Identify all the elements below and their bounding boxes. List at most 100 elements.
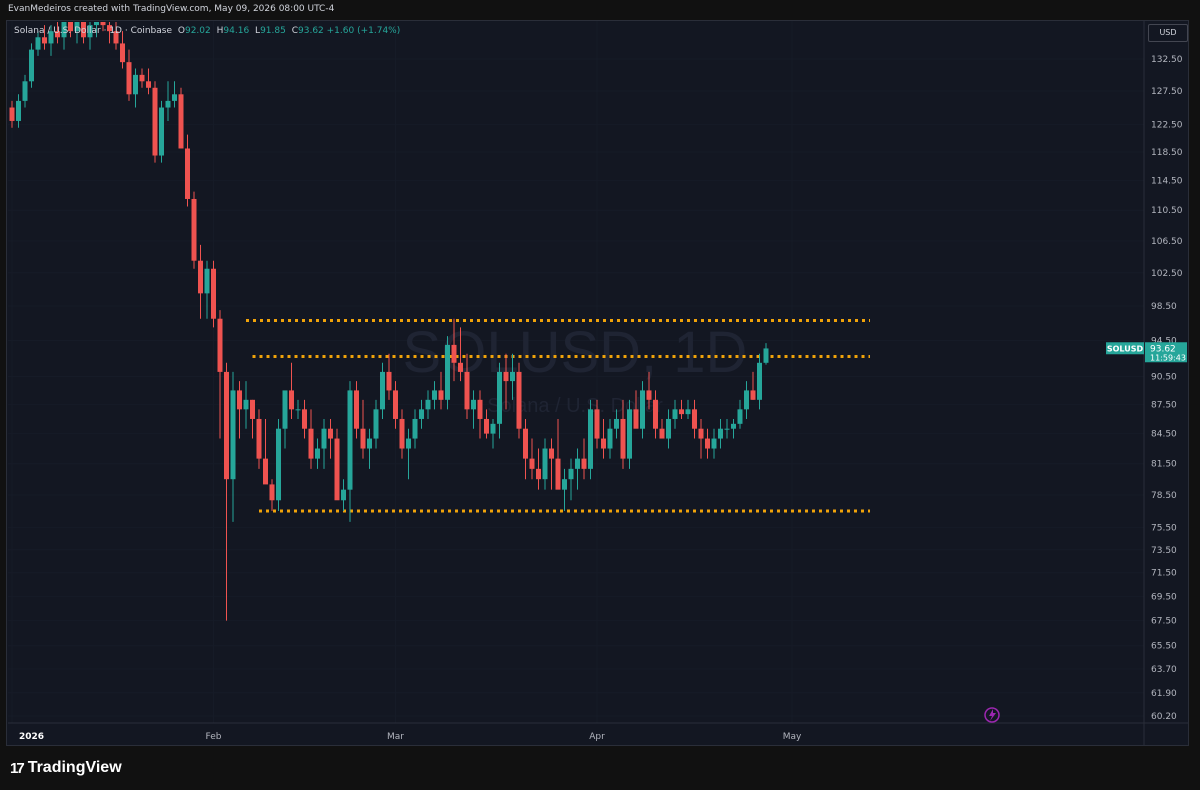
candle-down bbox=[386, 353, 392, 400]
candle-body bbox=[685, 409, 691, 415]
candle-body bbox=[289, 390, 294, 410]
tradingview-logo[interactable]: 17 TradingView bbox=[10, 759, 122, 777]
lightning-icon-ring bbox=[984, 707, 1000, 723]
candle-body bbox=[334, 438, 340, 501]
candle-body bbox=[646, 390, 652, 400]
candle-body bbox=[113, 31, 119, 44]
candle-up bbox=[510, 353, 515, 400]
candle-body bbox=[126, 62, 132, 95]
x-tick-label: Apr bbox=[589, 732, 605, 742]
y-tick-label: 118.50 bbox=[1151, 148, 1183, 158]
candle-down bbox=[438, 371, 444, 410]
candle-down bbox=[484, 409, 489, 439]
candle-up bbox=[568, 458, 574, 501]
grid-layer bbox=[8, 21, 1144, 723]
candle-up bbox=[22, 74, 28, 108]
candle-up bbox=[425, 390, 431, 419]
candle-body bbox=[698, 428, 704, 439]
candle-up bbox=[315, 438, 320, 469]
tradingview-logo-icon: 17 bbox=[10, 759, 25, 777]
candle-down bbox=[633, 390, 639, 429]
candle-body bbox=[185, 148, 190, 199]
candle-up bbox=[74, 22, 80, 44]
candle-down bbox=[211, 260, 216, 328]
candle-body bbox=[217, 318, 223, 372]
candle-body bbox=[588, 409, 593, 469]
candle-up bbox=[87, 22, 93, 50]
candle-body bbox=[718, 428, 723, 439]
currency-selector[interactable]: USD bbox=[1148, 24, 1188, 42]
candle-up bbox=[94, 22, 99, 38]
candle-body bbox=[146, 81, 151, 88]
candle-body bbox=[705, 438, 710, 449]
watermark-name: Solana / U.S. Dollar bbox=[487, 395, 663, 417]
candle-up bbox=[737, 399, 743, 429]
candle-body bbox=[640, 390, 645, 429]
candle-body bbox=[607, 428, 613, 449]
symbol-legend[interactable]: Solana / U.S. Dollar · 1D · Coinbase O92… bbox=[14, 26, 400, 36]
candle-up bbox=[159, 100, 164, 163]
candle-body bbox=[711, 438, 717, 449]
candle-down bbox=[308, 409, 314, 469]
x-tick-label: May bbox=[783, 732, 802, 742]
candle-body bbox=[380, 371, 385, 410]
candle-body bbox=[438, 390, 444, 400]
candle-body bbox=[386, 371, 392, 391]
candle-body bbox=[308, 428, 314, 459]
candle-down bbox=[679, 399, 684, 419]
candle-body bbox=[191, 198, 197, 261]
candle-body bbox=[42, 37, 47, 44]
candle-down bbox=[653, 390, 658, 439]
y-tick-label: 71.50 bbox=[1151, 569, 1177, 579]
candle-body bbox=[419, 409, 424, 419]
candle-up bbox=[724, 418, 730, 439]
candle-body bbox=[490, 423, 496, 434]
candle-up bbox=[16, 94, 21, 128]
candle-up bbox=[367, 428, 372, 469]
candle-up bbox=[61, 22, 67, 50]
candle-body bbox=[679, 409, 684, 415]
candle-body bbox=[302, 409, 307, 429]
candle-body bbox=[107, 25, 112, 32]
lightning-icon[interactable] bbox=[984, 707, 1000, 723]
candle-up bbox=[165, 81, 171, 121]
candle-body bbox=[276, 428, 281, 501]
candle-down bbox=[393, 381, 398, 429]
candle-body bbox=[542, 448, 548, 480]
candle-body bbox=[48, 31, 54, 44]
candle-body bbox=[497, 371, 502, 424]
candles-layer bbox=[9, 22, 769, 621]
candle-up bbox=[276, 418, 281, 512]
candle-body bbox=[731, 423, 736, 429]
close-label: C bbox=[291, 26, 298, 36]
candle-up bbox=[29, 43, 34, 88]
candle-body bbox=[159, 107, 164, 156]
candle-down bbox=[523, 418, 528, 480]
candle-down bbox=[224, 362, 229, 621]
candle-body bbox=[484, 418, 489, 434]
candle-body bbox=[516, 371, 522, 429]
candle-up bbox=[204, 260, 210, 319]
low-value: 91.85 bbox=[260, 26, 286, 36]
candle-down bbox=[139, 68, 145, 88]
candle-down bbox=[263, 418, 268, 485]
candle-up bbox=[588, 399, 593, 480]
candle-up bbox=[575, 448, 580, 490]
candle-body bbox=[282, 390, 288, 429]
symbol-tag-text: SOLUSD bbox=[1107, 344, 1144, 353]
candle-body bbox=[256, 418, 262, 459]
candle-body bbox=[724, 428, 730, 430]
candle-up bbox=[763, 343, 769, 365]
y-tick-label: 98.50 bbox=[1151, 302, 1177, 312]
candle-body bbox=[471, 399, 476, 410]
candle-body bbox=[172, 94, 177, 101]
candle-down bbox=[113, 22, 119, 50]
candle-up bbox=[380, 362, 385, 419]
candle-body bbox=[373, 409, 379, 439]
low-label: L bbox=[255, 26, 261, 36]
candle-down bbox=[620, 399, 626, 469]
candle-up bbox=[35, 31, 41, 56]
candle-body bbox=[237, 390, 242, 410]
candle-down bbox=[516, 362, 522, 439]
